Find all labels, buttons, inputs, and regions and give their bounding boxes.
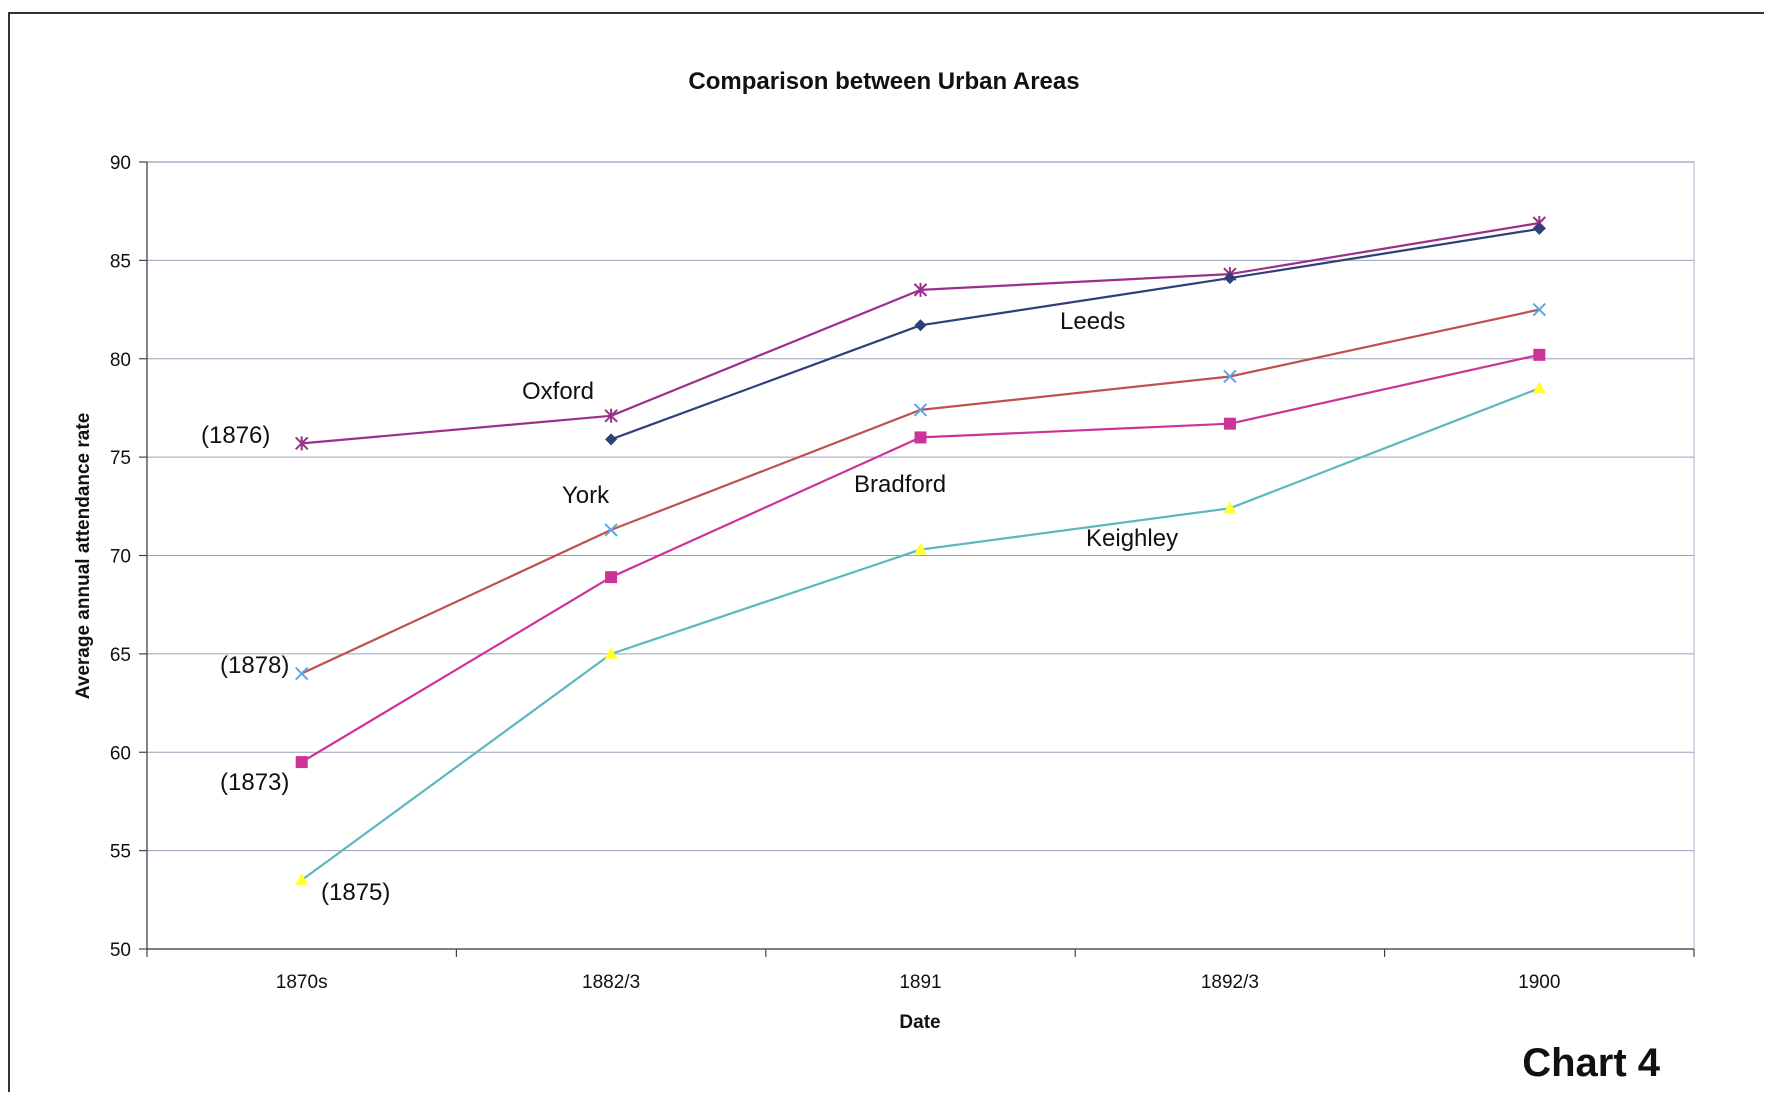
- point-keighley-1: [604, 646, 618, 659]
- point-bradford-2: [914, 431, 927, 444]
- gridlines: [147, 161, 1694, 852]
- y-tick-label-65: 65: [110, 645, 131, 666]
- point-keighley-2: [914, 542, 927, 555]
- y-tick-label-75: 75: [110, 448, 131, 469]
- x-axis-title: Date: [899, 1012, 940, 1033]
- point-leeds-3: [1223, 272, 1236, 285]
- point-oxford-1: [604, 408, 618, 423]
- point-leeds-2: [914, 319, 927, 332]
- point-york-0: [294, 666, 309, 681]
- chart-number-label: Chart 4: [1522, 1041, 1661, 1085]
- y-tick-label-55: 55: [110, 842, 131, 863]
- series-label-york: York: [562, 482, 610, 509]
- x-tick-label-2: 1891: [899, 972, 941, 993]
- point-bradford-1: [605, 571, 618, 584]
- y-axis: 50 55 60 65 70 75 80 85 90: [110, 153, 148, 961]
- point-oxford-0: [294, 436, 309, 451]
- chart-frame: [8, 12, 1764, 1092]
- point-oxford-2: [913, 282, 928, 297]
- point-leeds-1: [605, 433, 618, 446]
- series-markers: [294, 215, 1547, 886]
- point-bradford-4: [1533, 348, 1546, 361]
- y-tick-label-70: 70: [110, 547, 131, 568]
- x-tick-label-0: 1870s: [276, 972, 328, 993]
- y-tick-label-80: 80: [110, 350, 131, 371]
- point-leeds-4: [1533, 222, 1546, 235]
- annotation-1878: (1878): [220, 652, 289, 679]
- point-keighley-4: [1532, 381, 1546, 394]
- series-label-oxford: Oxford: [522, 378, 594, 405]
- x-tick-label-1: 1882/3: [582, 972, 640, 993]
- y-tick-label-90: 90: [110, 153, 131, 174]
- point-bradford-3: [1223, 417, 1236, 430]
- annotation-1875: (1875): [321, 879, 390, 906]
- y-tick-label-60: 60: [110, 743, 131, 764]
- point-bradford-0: [295, 756, 308, 769]
- series-label-leeds: Leeds: [1060, 308, 1125, 335]
- x-tick-label-4: 1900: [1518, 972, 1560, 993]
- point-york-3: [1223, 369, 1237, 384]
- annotation-1873: (1873): [220, 769, 289, 796]
- series-label-keighley: Keighley: [1086, 525, 1178, 552]
- point-york-1: [604, 523, 618, 537]
- y-axis-title: Average annual attendance rate: [73, 413, 94, 700]
- annotation-1876: (1876): [201, 422, 270, 449]
- point-york-4: [1532, 302, 1547, 317]
- chart-title: Comparison between Urban Areas: [688, 68, 1079, 95]
- series-line-leeds: [610, 227, 1540, 441]
- x-tick-label-3: 1892/3: [1201, 972, 1259, 993]
- y-tick-label-85: 85: [110, 251, 131, 272]
- point-keighley-0: [295, 873, 309, 886]
- series-label-bradford: Bradford: [854, 471, 946, 498]
- y-tick-label-50: 50: [110, 940, 131, 961]
- x-axis: 1870s 1882/3 1891 1892/3 1900: [146, 948, 1695, 993]
- point-york-2: [913, 403, 928, 417]
- point-keighley-3: [1223, 501, 1237, 514]
